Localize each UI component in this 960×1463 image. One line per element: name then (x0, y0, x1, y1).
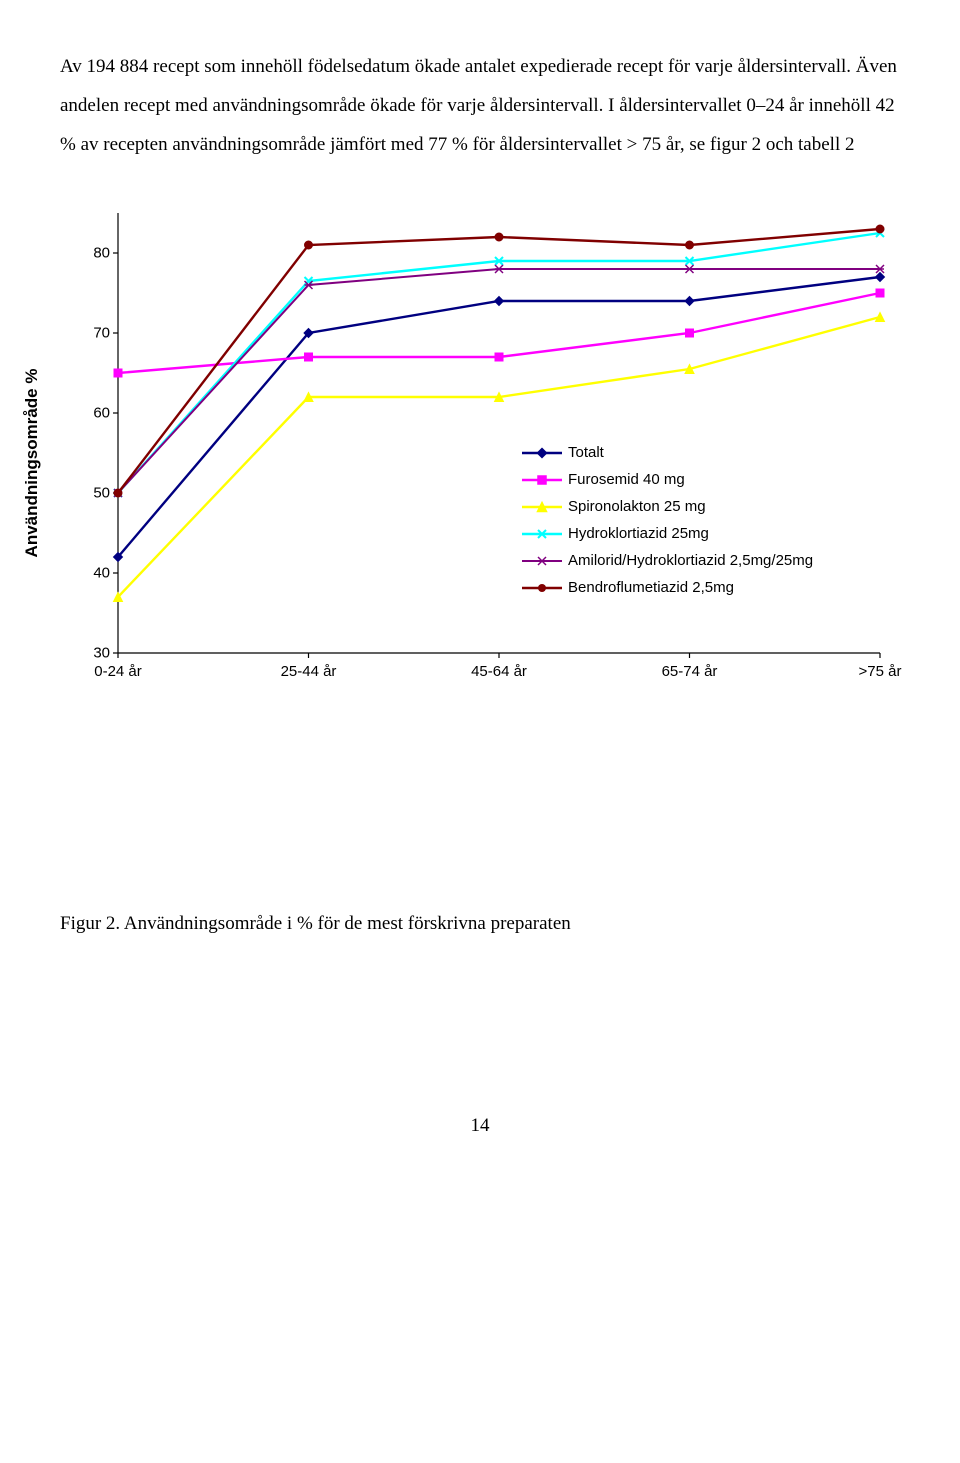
legend-label: Hydroklortiazid 25mg (568, 525, 709, 542)
legend-item: Hydroklortiazid 25mg (522, 522, 813, 546)
x-tick-label: 65-74 år (662, 663, 718, 680)
page-number: 14 (60, 1115, 900, 1137)
figure-caption: Figur 2. Användningsområde i % för de me… (60, 913, 900, 935)
legend-swatch-icon (522, 499, 562, 515)
legend-item: Bendroflumetiazid 2,5mg (522, 576, 813, 600)
legend-swatch-icon (522, 472, 562, 488)
x-tick-label: 0-24 år (94, 663, 142, 680)
chart-legend: Totalt Furosemid 40 mg Spironolakton 25 mg… (522, 441, 813, 603)
legend-label: Furosemid 40 mg (568, 471, 685, 488)
legend-item: Totalt (522, 441, 813, 465)
legend-swatch-icon (522, 445, 562, 461)
legend-label: Totalt (568, 444, 604, 461)
legend-item: Furosemid 40 mg (522, 468, 813, 492)
y-axis-label: Användningsområde % (22, 368, 42, 557)
chart-figure-2: Användningsområde % 3040506070800-24 år2… (60, 213, 900, 713)
legend-item: Amilorid/Hydroklortiazid 2,5mg/25mg (522, 549, 813, 573)
body-paragraph: Av 194 884 recept som innehöll födelseda… (60, 48, 900, 165)
legend-item: Spironolakton 25 mg (522, 495, 813, 519)
x-tick-label: 45-64 år (471, 663, 527, 680)
legend-label: Bendroflumetiazid 2,5mg (568, 579, 734, 596)
legend-swatch-icon (522, 526, 562, 542)
legend-label: Spironolakton 25 mg (568, 498, 706, 515)
legend-label: Amilorid/Hydroklortiazid 2,5mg/25mg (568, 552, 813, 569)
x-tick-label: >75 år (859, 663, 902, 680)
x-tick-label: 25-44 år (281, 663, 337, 680)
legend-swatch-icon (522, 553, 562, 569)
legend-swatch-icon (522, 580, 562, 596)
